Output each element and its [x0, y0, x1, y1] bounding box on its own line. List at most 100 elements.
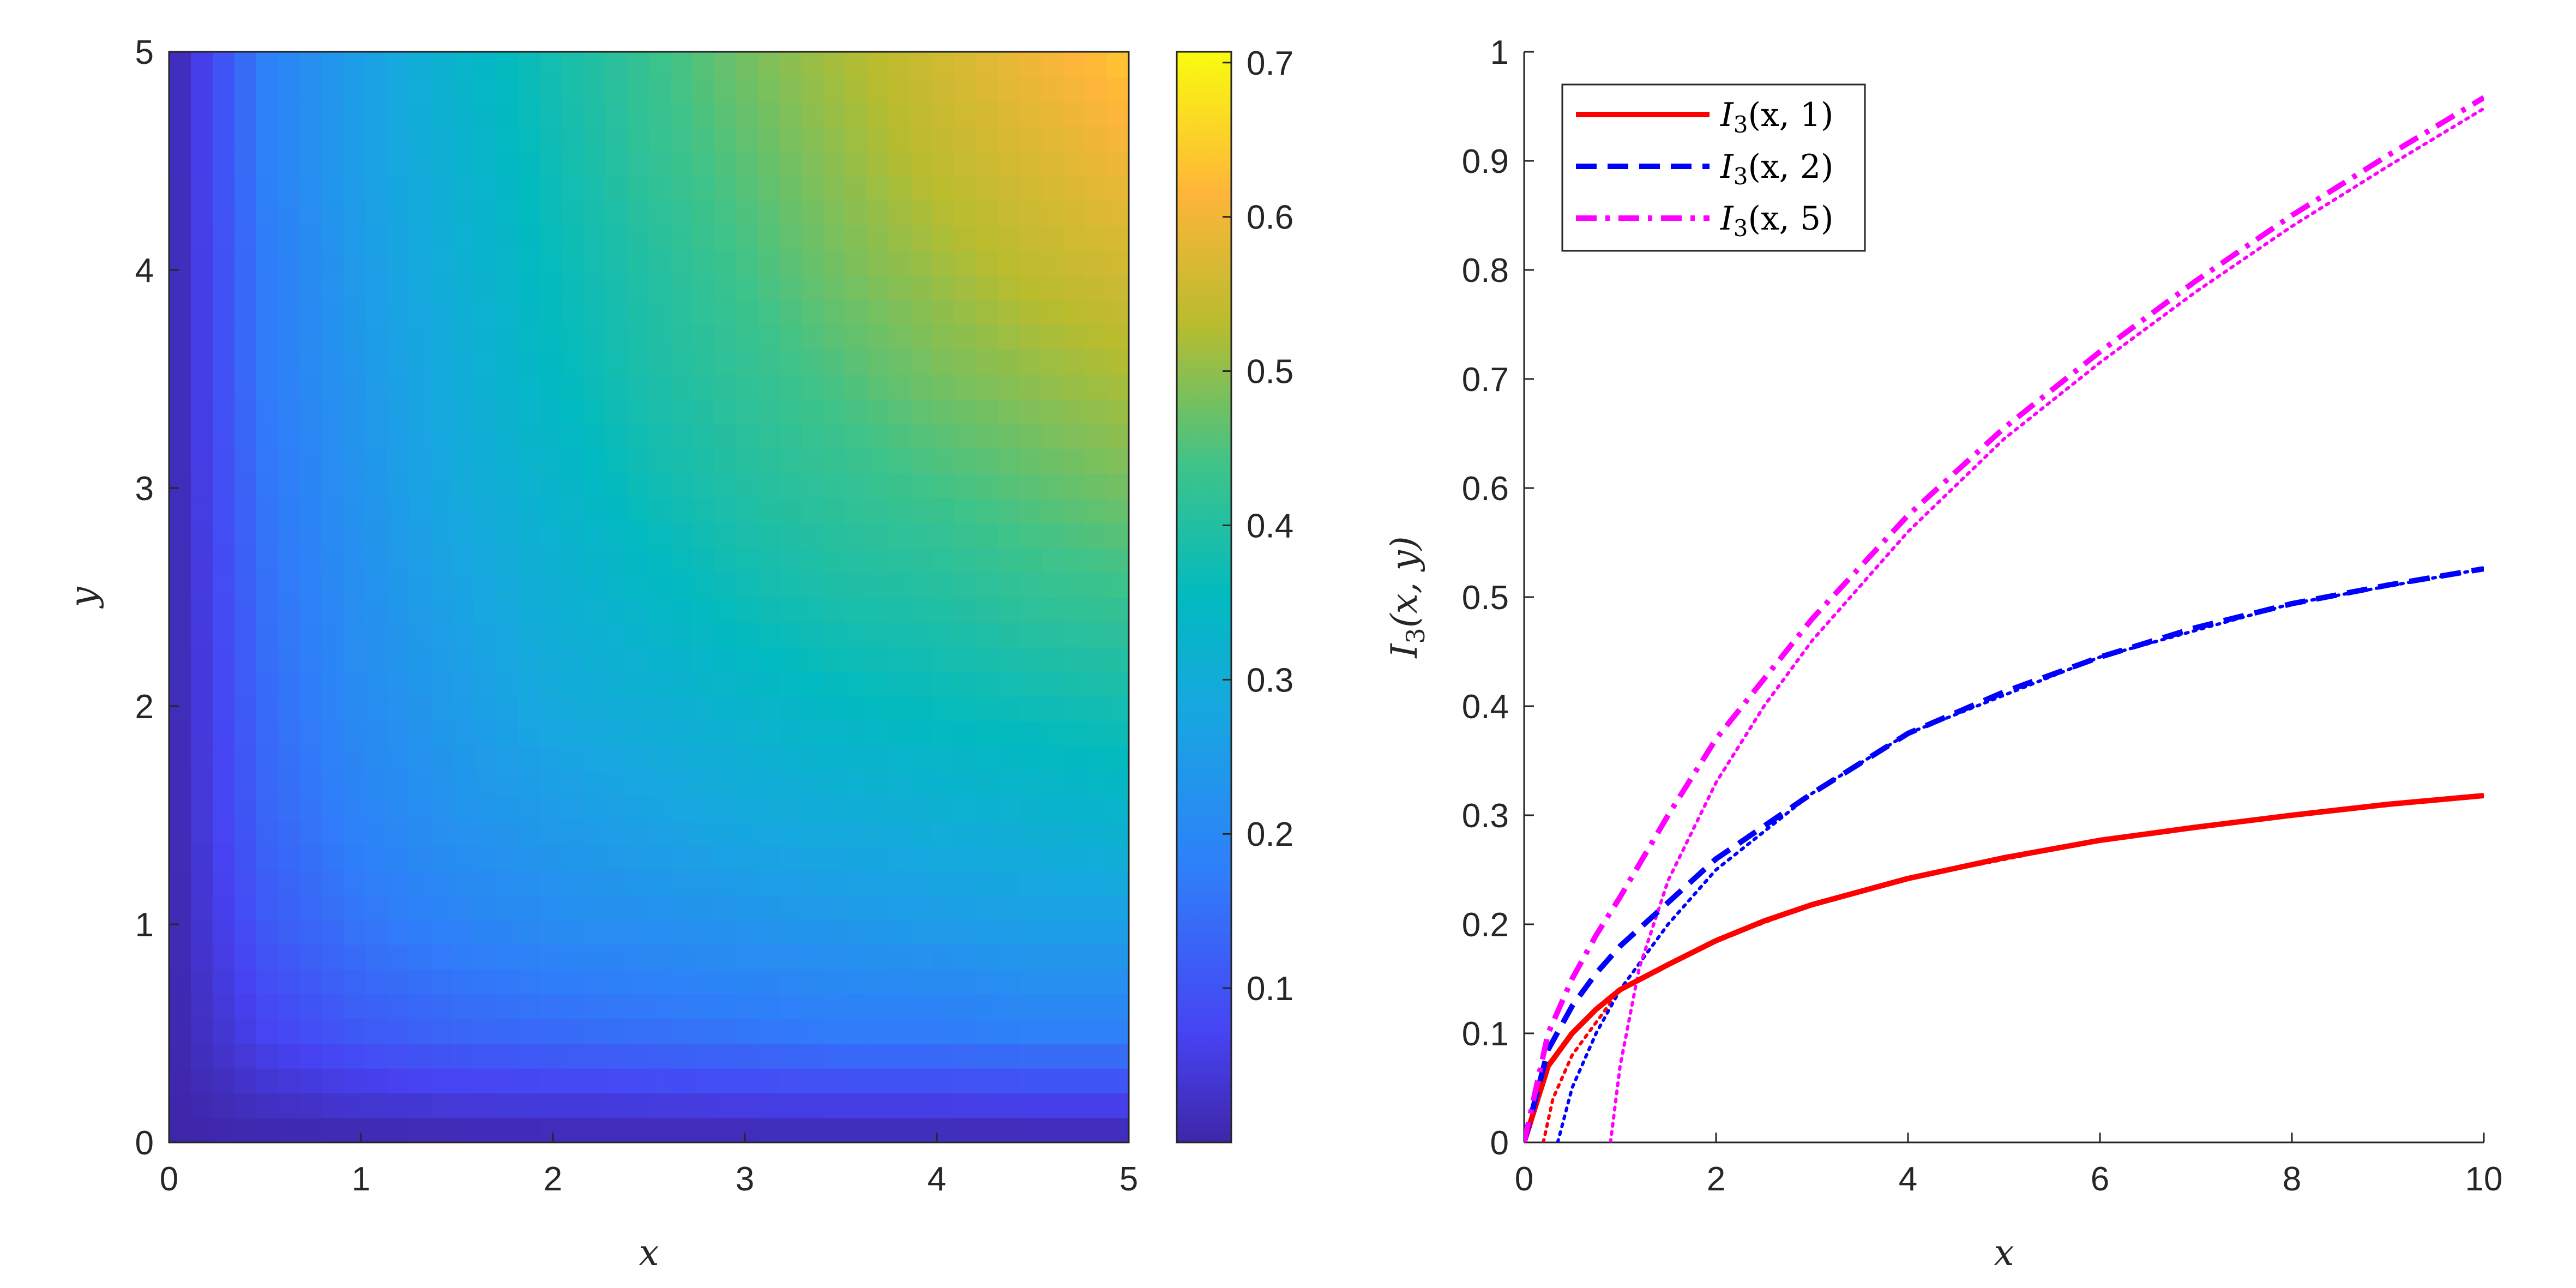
heatmap-cell	[562, 151, 584, 177]
heatmap-cell	[474, 919, 497, 945]
heatmap-cell	[823, 522, 846, 549]
heatmap-cell	[256, 919, 279, 945]
heatmap-cell	[496, 968, 519, 995]
heatmap-cell	[1085, 225, 1108, 251]
heatmap-cell	[605, 423, 628, 449]
heatmap-cell	[802, 399, 824, 424]
heatmap-cell	[802, 1043, 824, 1069]
heatmap-cell	[453, 76, 475, 102]
heatmap-cell	[802, 597, 824, 623]
heatmap-cell	[453, 845, 475, 871]
heatmap-cell	[649, 771, 671, 796]
heatmap-cell	[322, 597, 344, 623]
heatmap-cell	[802, 52, 824, 77]
heatmap-cell	[1020, 894, 1042, 920]
series-line	[1524, 793, 2484, 1142]
heatmap-cell	[474, 225, 497, 251]
line-chart-series	[1524, 95, 2484, 1142]
heatmap-cell	[1020, 275, 1042, 300]
heatmap-cell	[802, 101, 824, 127]
heatmap-cell	[932, 1093, 955, 1118]
heatmap-cell	[213, 275, 235, 300]
heatmap-cell	[932, 771, 955, 796]
heatmap-cell	[496, 200, 519, 226]
heatmap-cell	[365, 597, 388, 623]
heatmap-cell	[453, 820, 475, 846]
heatmap-cell	[431, 1093, 453, 1118]
heatmap-cell	[453, 572, 475, 598]
heatmap-cell	[540, 225, 562, 251]
heatmap-cell	[278, 771, 300, 796]
heatmap-cell	[823, 572, 846, 598]
heatmap-cell	[1020, 646, 1042, 672]
heatmap-cell	[453, 994, 475, 1019]
heatmap-cell	[583, 572, 606, 598]
heatmap-cell	[496, 176, 519, 201]
heatmap-cell	[256, 894, 279, 920]
heatmap-cell	[1085, 349, 1108, 375]
heatmap-cell	[540, 324, 562, 350]
line-y-tick-label: 0.8	[1462, 252, 1509, 290]
heatmap-cell	[932, 151, 955, 177]
heatmap-cell	[1063, 919, 1086, 945]
heatmap-cell	[365, 622, 388, 647]
heatmap-cell	[758, 696, 780, 722]
heatmap-cell	[867, 894, 889, 920]
heatmap-cell	[780, 76, 802, 102]
colorbar-tick-label: 0.6	[1247, 199, 1293, 237]
heatmap-cell	[758, 101, 780, 127]
heatmap-cell	[802, 944, 824, 970]
heatmap-cell	[300, 745, 322, 772]
heatmap-cell	[693, 820, 715, 846]
heatmap-cell	[758, 820, 780, 846]
heatmap-cell	[758, 250, 780, 276]
heatmap-cell	[693, 52, 715, 77]
heatmap-cell	[1042, 1043, 1064, 1069]
heatmap-cell	[431, 250, 453, 276]
heatmap-cell	[169, 126, 191, 152]
heatmap-cell	[409, 498, 431, 523]
heatmap-cell	[474, 423, 497, 449]
heatmap-cell	[1042, 820, 1064, 846]
heatmap-cell	[1020, 374, 1042, 400]
heatmap-cell	[1063, 696, 1086, 722]
heatmap-cell	[234, 820, 257, 846]
heatmap-cell	[344, 200, 366, 226]
heatmap-cell	[365, 498, 388, 523]
heatmap-cell	[758, 399, 780, 424]
heatmap-cell	[213, 1093, 235, 1118]
heatmap-cell	[300, 646, 322, 672]
heatmap-cell	[823, 1043, 846, 1069]
heatmap-cell	[1085, 76, 1108, 102]
heatmap-cell	[889, 399, 911, 424]
heatmap-cell	[714, 1093, 737, 1118]
heatmap-cell	[802, 250, 824, 276]
heatmap-cell	[256, 696, 279, 722]
colorbar-tick-label: 0.5	[1247, 353, 1293, 391]
heatmap-cell	[1042, 126, 1064, 152]
heatmap-cell	[998, 597, 1020, 623]
heatmap-cell	[1085, 1117, 1108, 1142]
heatmap-cell	[278, 646, 300, 672]
heatmap-cell	[256, 498, 279, 523]
heatmap-cell	[976, 944, 998, 970]
heatmap-cell	[583, 919, 606, 945]
heatmap-cell	[540, 845, 562, 871]
heatmap-cell	[605, 225, 628, 251]
heatmap-cell	[1063, 498, 1086, 523]
heatmap-cell	[387, 1093, 410, 1118]
heatmap-cell	[693, 845, 715, 871]
heatmap-cell	[322, 795, 344, 821]
heatmap-cell	[1085, 671, 1108, 697]
heatmap-cell	[300, 349, 322, 375]
heatmap-cell	[431, 448, 453, 474]
heatmap-cell	[169, 944, 191, 970]
heatmap-cell	[474, 1018, 497, 1044]
heatmap-cell	[518, 795, 540, 821]
heatmap-cell	[409, 250, 431, 276]
heatmap-cell	[322, 448, 344, 474]
heatmap-cell	[998, 968, 1020, 995]
heatmap-cell	[234, 275, 257, 300]
heatmap-cell	[278, 919, 300, 945]
heatmap-cell	[932, 870, 955, 895]
